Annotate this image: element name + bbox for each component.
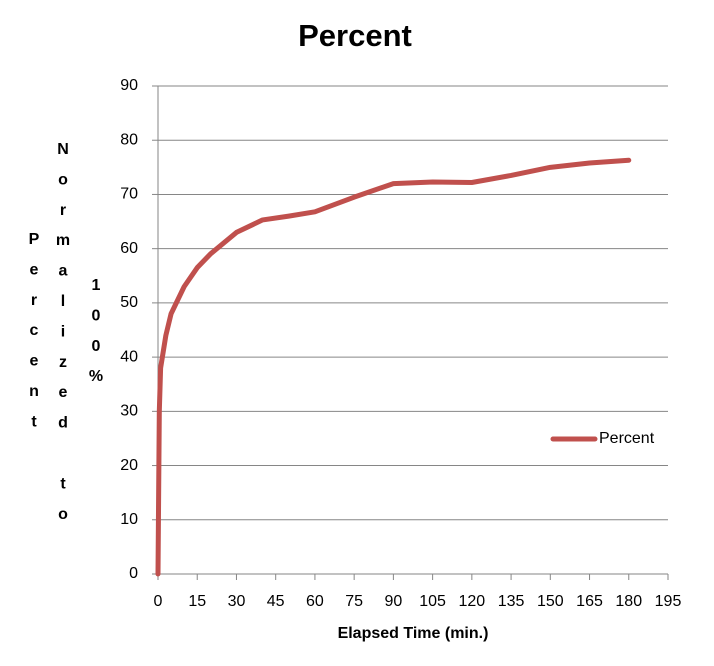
x-axis-label: Elapsed Time (min.) (338, 625, 489, 642)
x-tick-label: 90 (384, 593, 402, 610)
y-tick-label: 0 (129, 565, 138, 582)
data-line (155, 157, 632, 577)
x-tick-label: 195 (655, 593, 682, 610)
legend-label: Percent (599, 430, 655, 447)
x-tick-label: 150 (537, 593, 564, 610)
y-tick-label: 20 (120, 457, 138, 474)
x-tick-label: 105 (419, 593, 446, 610)
y-tick-label: 90 (120, 77, 138, 94)
y-axis-label: 1 0 0% (89, 277, 103, 385)
y-tick-label: 30 (120, 403, 138, 420)
y-tick-label: 70 (120, 186, 138, 203)
x-tick-label: 0 (154, 593, 163, 610)
x-tick-label: 135 (498, 593, 525, 610)
x-tick-label: 15 (188, 593, 206, 610)
y-tick-label: 10 (120, 511, 138, 528)
x-tick-label: 45 (267, 593, 285, 610)
x-tick-label: 120 (458, 593, 485, 610)
y-tick-label: 40 (120, 348, 138, 365)
x-tick-label: 30 (228, 593, 246, 610)
x-tick-label: 75 (345, 593, 363, 610)
x-tick-label: 165 (576, 593, 603, 610)
y-tick-label: 60 (120, 240, 138, 257)
y-tick-label: 50 (120, 294, 138, 311)
chart-title: Percent (298, 18, 412, 53)
y-tick-label: 80 (120, 131, 138, 148)
x-tick-label: 60 (306, 593, 324, 610)
x-tick-label: 180 (615, 593, 642, 610)
